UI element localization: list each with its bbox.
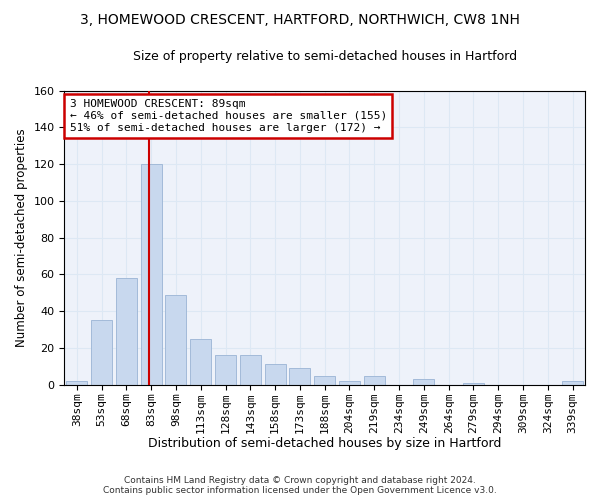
Bar — [289, 368, 310, 384]
Bar — [166, 294, 187, 384]
Bar — [215, 356, 236, 384]
Title: Size of property relative to semi-detached houses in Hartford: Size of property relative to semi-detach… — [133, 50, 517, 63]
Text: Contains HM Land Registry data © Crown copyright and database right 2024.
Contai: Contains HM Land Registry data © Crown c… — [103, 476, 497, 495]
Bar — [364, 376, 385, 384]
Bar — [116, 278, 137, 384]
Bar — [140, 164, 162, 384]
X-axis label: Distribution of semi-detached houses by size in Hartford: Distribution of semi-detached houses by … — [148, 437, 502, 450]
Bar — [463, 383, 484, 384]
Bar — [413, 379, 434, 384]
Bar — [91, 320, 112, 384]
Y-axis label: Number of semi-detached properties: Number of semi-detached properties — [15, 128, 28, 347]
Bar — [190, 338, 211, 384]
Bar — [240, 356, 261, 384]
Text: 3, HOMEWOOD CRESCENT, HARTFORD, NORTHWICH, CW8 1NH: 3, HOMEWOOD CRESCENT, HARTFORD, NORTHWIC… — [80, 12, 520, 26]
Bar — [265, 364, 286, 384]
Bar — [314, 376, 335, 384]
Bar — [66, 381, 88, 384]
Bar — [339, 381, 360, 384]
Text: 3 HOMEWOOD CRESCENT: 89sqm
← 46% of semi-detached houses are smaller (155)
51% o: 3 HOMEWOOD CRESCENT: 89sqm ← 46% of semi… — [70, 100, 387, 132]
Bar — [562, 381, 583, 384]
